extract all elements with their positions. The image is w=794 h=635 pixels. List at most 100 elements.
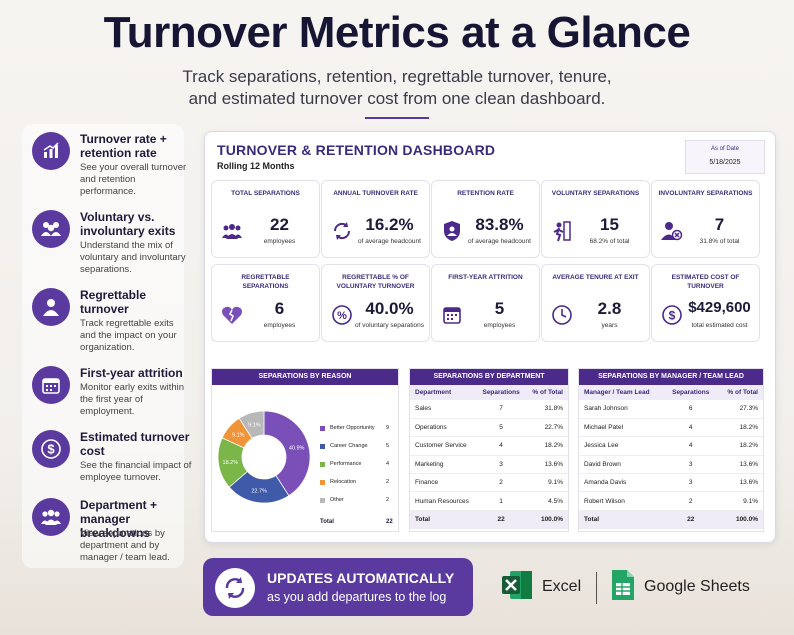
kpi-label: FIRST-YEAR ATTRITION	[448, 274, 523, 281]
legend-value: 2	[386, 497, 390, 503]
dollar-icon: $	[32, 430, 70, 468]
dashboard-title: TURNOVER & RETENTION DASHBOARD	[217, 142, 496, 158]
cell-separations: 3	[664, 455, 718, 475]
kpi-unit: 68.2% of total	[589, 238, 630, 245]
kpi-value: 6	[274, 299, 285, 318]
kpi-regrettable-percent: REGRETTABLE % OF VOLUNTARY TURNOVER % 40…	[321, 264, 430, 342]
column-header: % of Total	[717, 385, 763, 400]
kpi-unit: employees	[263, 238, 296, 245]
column-header: Separations	[664, 385, 718, 400]
kpi-average-tenure: AVERAGE TENURE AT EXIT 2.8 years	[541, 264, 650, 342]
as-of-date-value[interactable]: 5/18/2025	[709, 159, 741, 166]
reason-donut-chart: 40.9% 22.7% 18.2% 9.1%9.1%	[217, 410, 311, 504]
legend-item: Performance 4	[320, 461, 396, 469]
legend-item: Career Change 5	[320, 443, 396, 451]
excel-icon	[500, 568, 534, 607]
broken-heart-icon	[220, 303, 244, 327]
table-row: Sales 7 31.8%	[410, 400, 568, 419]
kpi-value: 2.8	[597, 299, 622, 318]
feature-desc: Track regrettable exits and the impact o…	[80, 318, 177, 353]
kpi-label: VOLUNTARY SEPARATIONS	[551, 190, 640, 197]
cell-percent: 27.3%	[717, 400, 763, 419]
cell-percent: 31.8%	[525, 400, 568, 419]
bar-chart-icon	[32, 132, 70, 170]
cell-separations: 2	[664, 491, 718, 511]
person-leaving-icon	[550, 219, 574, 243]
cell-department: Human Resources	[410, 491, 477, 511]
pie-slice[interactable]	[263, 410, 311, 497]
dashboard-period: Rolling 12 Months	[217, 161, 295, 171]
hero-subtitle: Track separations, retention, regrettabl…	[0, 66, 794, 110]
table-total-row: Total 22 100.0%	[579, 510, 763, 530]
cell-separations: 4	[664, 436, 718, 456]
legend-swatch	[320, 444, 325, 449]
legend-item: Better Opportunity 9	[320, 425, 396, 433]
title-divider	[365, 117, 429, 119]
cell-separations: 5	[476, 418, 526, 438]
svg-text:%: %	[337, 310, 347, 322]
kpi-unit: of voluntary separations	[354, 322, 424, 329]
sync-icon	[215, 568, 255, 608]
panel-title: SEPARATIONS BY REASON	[212, 369, 398, 385]
pie-slice-label: 18.2%	[223, 460, 239, 466]
kpi-voluntary-separations: VOLUNTARY SEPARATIONS 15 68.2% of total	[541, 180, 650, 258]
legend-value: 5	[386, 443, 390, 449]
legend-swatch	[320, 480, 325, 485]
reason-total-value: 22	[386, 519, 393, 525]
team-icon	[32, 498, 70, 536]
feature-title: Estimated turnover cost	[80, 430, 190, 458]
legend-label: Relocation	[330, 479, 356, 485]
pie-slice-label: 9.1%	[248, 422, 261, 428]
cell-manager: Amanda Davis	[579, 473, 665, 493]
kpi-retention-rate: RETENTION RATE 83.8% of average headcoun…	[431, 180, 540, 258]
legend-label: Performance	[330, 461, 362, 467]
legend-label: Better Opportunity	[330, 425, 375, 431]
legend-label: Career Change	[330, 443, 368, 449]
cell-department: Customer Service	[410, 436, 477, 456]
kpi-unit: of average headcount	[358, 238, 421, 245]
kpi-value: 40.0%	[365, 299, 414, 318]
kpi-first-year-attrition: FIRST-YEAR ATTRITION 5 employees	[431, 264, 540, 342]
calendar-icon	[32, 366, 70, 404]
legend-swatch	[320, 462, 325, 467]
clock-icon	[550, 303, 574, 327]
excel-badge: Excel	[500, 569, 581, 605]
pie-slice[interactable]	[238, 410, 265, 440]
cell-department: Sales	[410, 400, 477, 419]
cell-total-separations: 22	[476, 510, 526, 530]
cell-percent: 18.2%	[717, 436, 763, 456]
updates-automatically-banner[interactable]: UPDATES AUTOMATICALLY as you add departu…	[203, 558, 473, 616]
hero-title: Turnover Metrics at a Glance	[103, 8, 691, 57]
banner-subtext: as you add departures to the log	[267, 590, 447, 604]
separations-by-department-panel: SEPARATIONS BY DEPARTMENT Department Sep…	[409, 368, 569, 532]
legend-value: 9	[386, 425, 390, 431]
kpi-label: AVERAGE TENURE AT EXIT	[552, 274, 639, 281]
panel-title: SEPARATIONS BY MANAGER / TEAM LEAD	[579, 369, 763, 385]
department-table: Department Separations % of Total Sales 7…	[410, 385, 568, 530]
feature-list: Turnover rate + retention rate See your …	[22, 124, 191, 568]
kpi-value: 83.8%	[475, 215, 524, 234]
pie-slice-label: 40.9%	[289, 445, 305, 451]
feature-desc: Understand the mix of voluntary and invo…	[80, 240, 186, 275]
kpi-total-separations: TOTAL SEPARATIONS 22 employees	[211, 180, 320, 258]
cell-separations: 3	[664, 473, 718, 493]
legend-swatch	[320, 498, 325, 503]
kpi-unit: employees	[263, 322, 296, 329]
feature-desc: See your overall turnover and retention …	[80, 162, 187, 197]
cell-percent: 13.6%	[717, 455, 763, 475]
feature-title: Turnover rate + retention rate	[80, 132, 167, 160]
table-row: David Brown 3 13.6%	[579, 455, 763, 475]
dashboard: TURNOVER & RETENTION DASHBOARD Rolling 1…	[204, 131, 776, 543]
feature-desc: View separations by department and by ma…	[80, 528, 170, 563]
table-row: Operations 5 22.7%	[410, 418, 568, 438]
app-divider	[596, 572, 597, 604]
cell-manager: Michael Patel	[579, 418, 665, 438]
cell-separations: 6	[664, 400, 718, 419]
excel-label: Excel	[542, 578, 582, 595]
cell-department: Finance	[410, 473, 477, 493]
cell-manager: David Brown	[579, 455, 665, 475]
cell-total-label: Total	[410, 510, 477, 530]
legend-value: 2	[386, 479, 390, 485]
pie-slice-label: 22.7%	[251, 489, 267, 495]
legend-value: 4	[386, 461, 390, 467]
